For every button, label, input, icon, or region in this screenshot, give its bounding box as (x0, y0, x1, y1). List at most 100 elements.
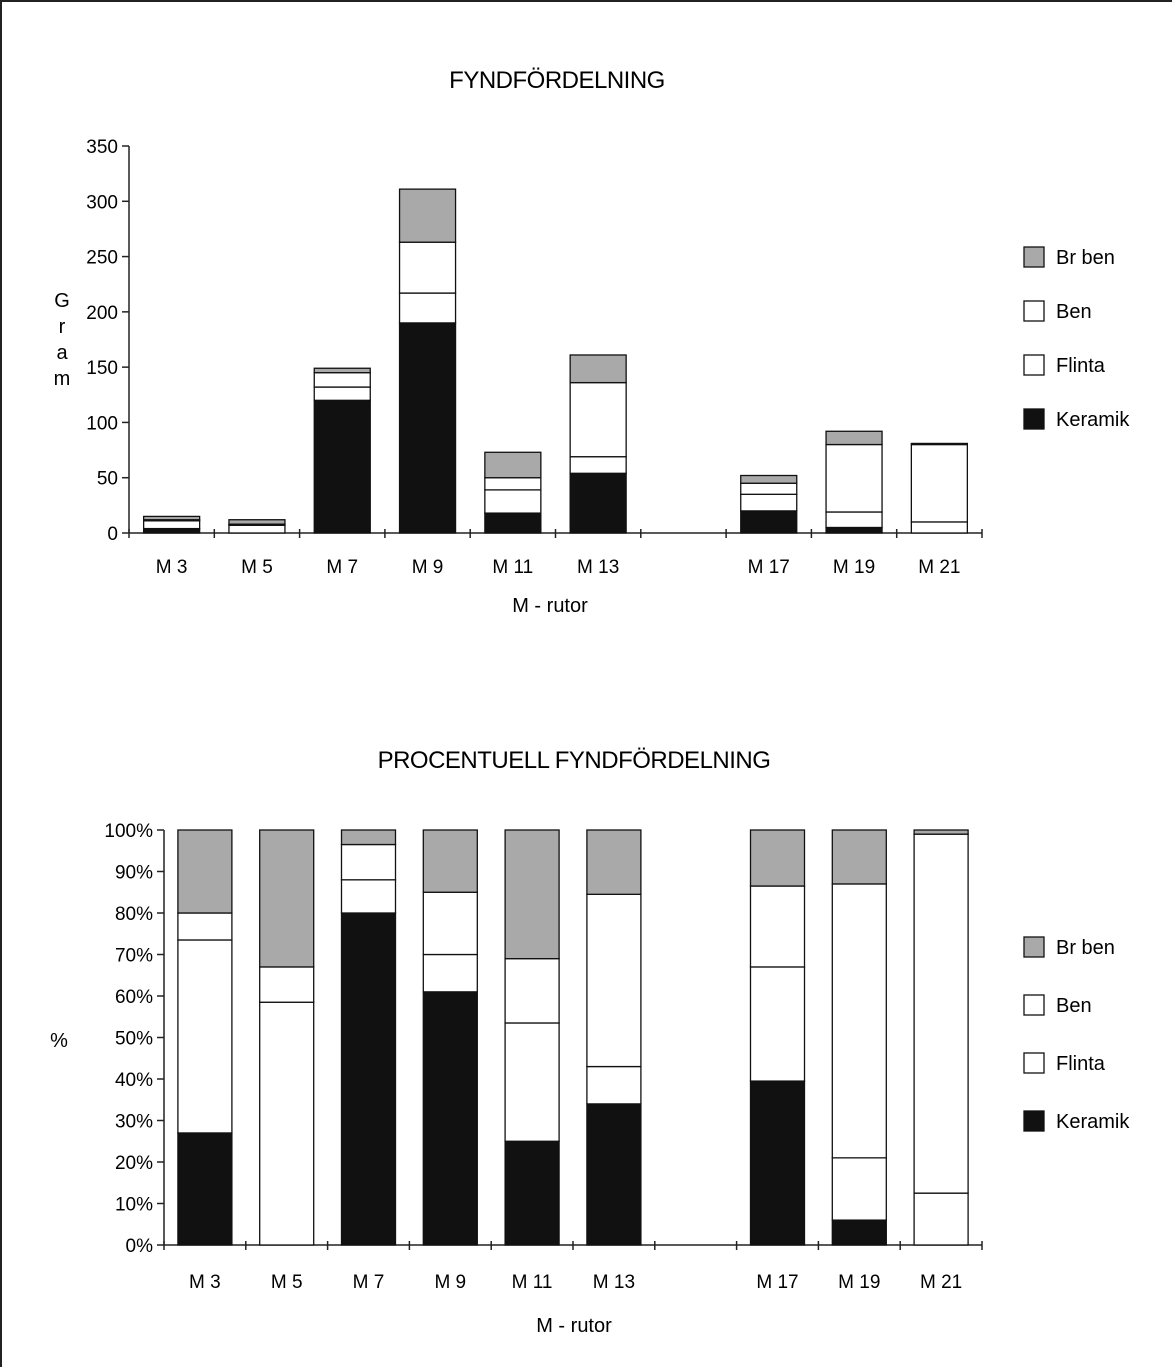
bar-ben (423, 892, 477, 954)
bar-br-ben (342, 830, 396, 845)
bar-ben (587, 894, 641, 1066)
bar-ben (832, 884, 886, 1158)
y-tick-label: 0% (126, 1236, 154, 1257)
plot-area: 0 50 100 150 200 250 300 350 M 3 M 5 M 7 M 9 M 11 M 1… (86, 137, 982, 578)
legend-label-keramik: Keramik (1056, 409, 1130, 431)
legend-label-br-ben: Br ben (1056, 937, 1115, 959)
bar-flinta (400, 293, 456, 323)
y-tick-label: 0 (107, 524, 118, 545)
bar-flinta (229, 525, 285, 533)
bar-br-ben (741, 476, 797, 484)
bar-br-ben (423, 830, 477, 892)
bar-br-ben (400, 189, 456, 242)
x-tick-label: M 21 (918, 557, 960, 578)
y-tick-label: 90% (115, 863, 153, 884)
x-tick-label: M 19 (838, 1272, 880, 1293)
bar-ben (751, 886, 805, 967)
legend-swatch-flinta (1024, 1053, 1044, 1073)
bar-flinta (832, 1158, 886, 1220)
x-tick-label: M 7 (326, 557, 358, 578)
x-tick-label: M 3 (189, 1272, 221, 1293)
y-tick-label: 60% (115, 987, 153, 1008)
bar-keramik (587, 1104, 641, 1245)
x-tick-label: M 19 (833, 557, 875, 578)
legend-label-ben: Ben (1056, 995, 1092, 1017)
bar-flinta (342, 880, 396, 913)
legend: Br ben Ben Flinta Keramik (1024, 247, 1130, 431)
legend-swatch-br-ben (1024, 247, 1044, 267)
y-tick-label: 20% (115, 1153, 153, 1174)
bar-ben (260, 967, 314, 1002)
bar-flinta (751, 967, 805, 1081)
y-tick-label: 80% (115, 904, 153, 925)
y-tick-label: 50 (97, 469, 118, 490)
bar-ben (314, 373, 370, 387)
y-axis-label-letter: m (54, 368, 71, 390)
legend-swatch-br-ben (1024, 937, 1044, 957)
bar-br-ben (314, 368, 370, 372)
bar-keramik (505, 1141, 559, 1245)
legend-label-ben: Ben (1056, 301, 1092, 323)
legend-swatch-flinta (1024, 355, 1044, 375)
legend-label-flinta: Flinta (1056, 355, 1106, 377)
bar-flinta (741, 494, 797, 511)
x-tick-label: M 17 (756, 1272, 798, 1293)
bar-br-ben (587, 830, 641, 894)
bar-ben (911, 445, 967, 522)
bar-br-ben (229, 520, 285, 524)
bar-flinta (485, 490, 541, 513)
bar-br-ben (832, 830, 886, 884)
bar-br-ben (505, 830, 559, 959)
y-axis-label-letter: G (54, 290, 70, 312)
bar-keramik (570, 473, 626, 533)
y-tick-label: 150 (86, 358, 118, 379)
legend-swatch-keramik (1024, 1111, 1044, 1131)
bar-flinta (314, 387, 370, 400)
bar-keramik (342, 913, 396, 1245)
bar-keramik (178, 1133, 232, 1245)
y-tick-label: 10% (115, 1195, 153, 1216)
bar-br-ben (260, 830, 314, 967)
x-tick-label: M 17 (748, 557, 790, 578)
bar-br-ben (911, 443, 967, 444)
x-tick-label: M 7 (353, 1272, 385, 1293)
x-tick-label: M 13 (577, 557, 619, 578)
bar-flinta (914, 1193, 968, 1245)
bar-keramik (144, 529, 200, 533)
bar-keramik (832, 1220, 886, 1245)
legend-label-keramik: Keramik (1056, 1111, 1130, 1133)
bar-flinta (144, 521, 200, 529)
x-tick-label: M 11 (492, 557, 533, 578)
x-tick-label: M 5 (271, 1272, 303, 1293)
y-axis-label: % (50, 1030, 68, 1052)
chart-title: PROCENTUELL FYNDFÖRDELNING (378, 747, 771, 774)
bar-keramik (826, 527, 882, 533)
bar-keramik (741, 511, 797, 533)
y-axis-label-letter: a (56, 342, 68, 364)
y-tick-label: 350 (86, 137, 118, 158)
x-tick-label: M 3 (156, 557, 188, 578)
legend-swatch-ben (1024, 301, 1044, 321)
bar-ben (914, 834, 968, 1193)
y-axis-label-letter: r (59, 316, 66, 338)
bar-ben (485, 478, 541, 490)
bar-br-ben (826, 431, 882, 444)
bar-ben (741, 483, 797, 494)
bar-ben (178, 913, 232, 940)
y-tick-label: 200 (86, 303, 118, 324)
x-axis-label: M - rutor (536, 1315, 612, 1337)
chart-title: FYNDFÖRDELNING (449, 67, 665, 94)
legend: Br ben Ben Flinta Keramik (1024, 937, 1130, 1133)
y-tick-label: 300 (86, 192, 118, 213)
bar-ben (400, 242, 456, 293)
bar-br-ben (144, 516, 200, 519)
bar-flinta (505, 1023, 559, 1141)
legend-label-br-ben: Br ben (1056, 247, 1115, 269)
bar-ben (342, 845, 396, 880)
bar-keramik (485, 513, 541, 533)
x-tick-label: M 5 (241, 557, 273, 578)
